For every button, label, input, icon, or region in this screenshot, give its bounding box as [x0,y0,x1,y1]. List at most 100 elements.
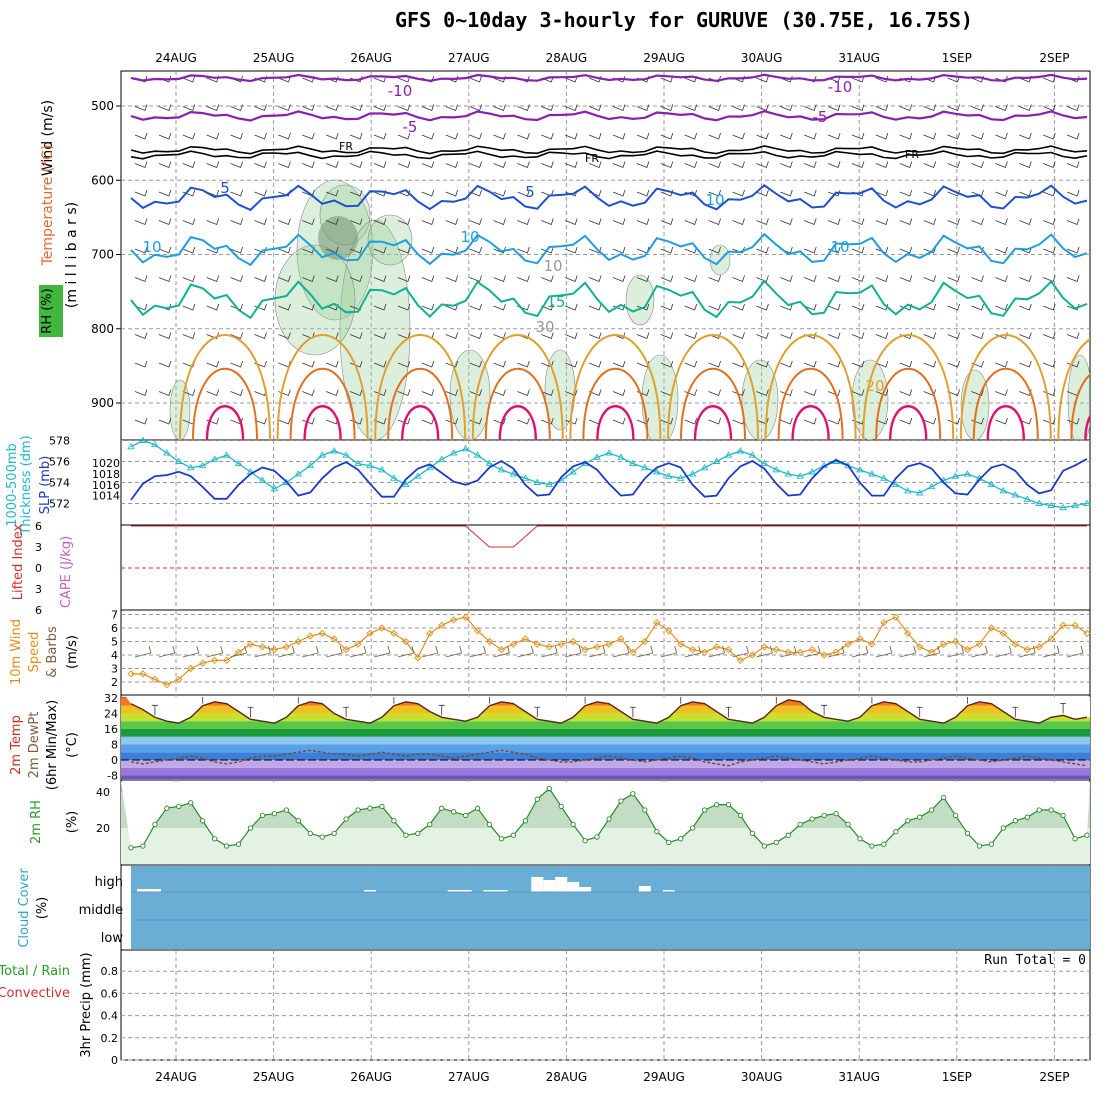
wind10-barb [517,645,534,658]
date-label-bottom: 25AUG [253,1070,295,1084]
wind-barb [947,303,960,311]
thickness-point [186,463,195,471]
wind-barb [493,246,506,254]
wind-barb [851,360,865,368]
wind-barb [445,275,459,283]
wind10-point [175,675,183,683]
wind10-barb [636,645,654,658]
wind-barb [134,132,148,140]
wind10-point [426,629,434,638]
precip-label-a: Total / Rain [0,964,70,979]
wind-barb [469,246,482,254]
temp2m-label-a: 2m Temp [9,715,24,775]
rh2m-point [259,812,266,819]
contour-20 [471,334,564,440]
date-label-bottom: 31AUG [838,1070,880,1084]
rh2m-point [1024,814,1030,820]
thickness-point [330,447,338,454]
wind-barb [804,360,817,368]
wind-barb [134,332,148,340]
wind-barb [565,246,578,254]
contour-30 [303,405,342,440]
wind-barb [971,360,984,368]
wind-barb [708,360,721,368]
temp-color-band [121,775,1090,779]
wind-barb [565,303,578,311]
wind-barb [732,332,745,340]
wind-barb [302,132,315,140]
wind-barb [326,360,339,368]
wind-barb [230,218,243,226]
temp-color-band [121,705,1090,714]
wind-barb [780,360,793,368]
rh2m-point [355,807,361,813]
wind-barb [732,132,745,140]
date-label-bottom: 30AUG [741,1070,783,1084]
wind-barb [827,417,841,425]
thickness-point [593,453,601,460]
wind-barb [756,303,769,311]
wind10-point [366,629,374,638]
wind-barb [421,360,435,368]
contour-label: 15 [546,293,565,311]
date-label-bottom: 26AUG [350,1070,392,1084]
ytick-thickness: 572 [49,498,70,511]
thickness-point [198,461,207,469]
rh2m-point [761,843,767,849]
wind-barb [469,218,482,226]
thickness-point [796,472,804,479]
wind-barb [134,104,148,112]
wind-barb [636,189,650,197]
wind-barb [278,161,291,169]
thickness-point [318,451,326,458]
wind-barb [302,332,315,340]
wind-barb [660,303,674,311]
wind-barb [804,275,817,283]
wind-barb [349,189,363,197]
thickness-point [270,484,279,492]
wind-barb [1019,332,1032,340]
rh2m-point [188,800,194,806]
rh2m-point [917,814,923,820]
date-label-top: 26AUG [350,51,392,65]
wind-barb [1066,104,1080,112]
rh2m-point [929,807,935,813]
wind10-point [306,632,314,640]
wind-barb [397,161,411,169]
wind-barb [278,218,291,226]
wind-barb [756,189,769,197]
wind-barb [254,218,267,226]
wind-barb [1019,161,1032,169]
rh2m-point [905,818,911,824]
wind-barb [206,360,220,368]
contour-label: -5 [813,108,828,126]
wind-barb [326,104,339,112]
rh2m-point [510,832,517,838]
contour-label: FR [585,152,599,165]
rh2m-point [462,812,469,819]
wind-barb [875,246,889,254]
precip-panel [120,949,1091,1061]
wind10-barb [254,645,271,658]
wind10-point [796,648,804,656]
wind-barb [923,189,937,197]
wind-barb [684,104,698,112]
wind-barb [349,246,363,254]
wind-barb [1066,189,1080,197]
wind-barb [302,360,315,368]
wind-barb [1019,218,1032,226]
thickness-point [509,470,518,477]
wind10-barb [326,645,343,658]
wind-barb [851,161,865,169]
wind-barb [445,161,459,169]
wind-barb [660,275,674,283]
wind10-barb [899,645,917,658]
wind-barb [804,417,817,425]
temp-color-band [121,767,1090,776]
wind-barb [995,161,1008,169]
wind-barb [851,275,865,283]
thickness-point [892,480,900,488]
wind-barb [349,132,363,140]
thickness-line [130,439,1088,509]
thickness-point [234,459,243,467]
